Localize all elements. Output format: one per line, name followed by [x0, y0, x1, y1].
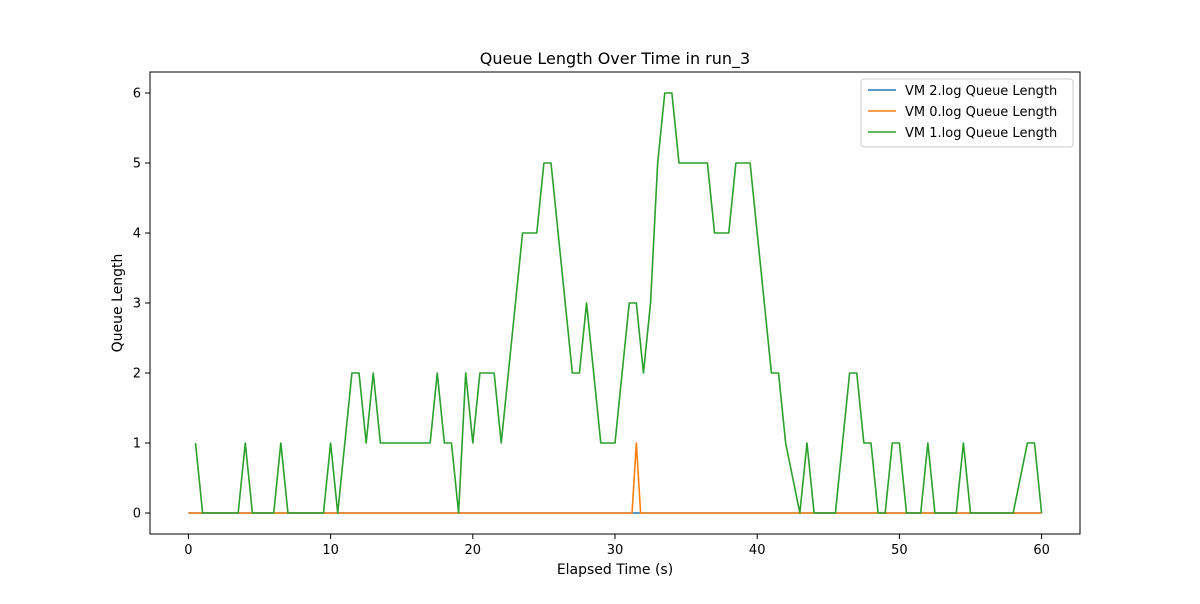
legend-label: VM 2.log Queue Length — [905, 84, 1057, 99]
x-tick-label: 50 — [891, 543, 908, 558]
x-tick-label: 0 — [184, 543, 192, 558]
x-tick-label: 10 — [322, 543, 339, 558]
y-tick-label: 6 — [133, 87, 141, 102]
legend-label: VM 1.log Queue Length — [905, 126, 1057, 141]
x-tick-label: 20 — [465, 543, 482, 558]
y-tick-label: 0 — [133, 507, 141, 522]
x-axis-label: Elapsed Time (s) — [557, 562, 673, 578]
chart-title: Queue Length Over Time in run_3 — [480, 49, 750, 69]
legend-box — [860, 78, 1074, 148]
plot-lines — [188, 92, 1043, 514]
series-line-3 — [194, 92, 1043, 514]
series-line-2 — [188, 442, 1042, 514]
legend-label: VM 0.log Queue Length — [905, 105, 1057, 120]
y-tick-label: 1 — [133, 437, 141, 452]
x-tick-label: 30 — [607, 543, 624, 558]
y-tick-label: 3 — [133, 297, 141, 312]
legend: VM 2.log Queue Length VM 0.log Queue Leng… — [860, 78, 1074, 148]
y-axis: 0 1 2 3 4 5 6 — [133, 87, 150, 522]
y-axis-label: Queue Length — [110, 254, 126, 353]
y-tick-label: 2 — [133, 367, 141, 382]
x-tick-label: 60 — [1033, 543, 1050, 558]
x-axis: 0 10 20 30 40 50 60 — [184, 534, 1050, 558]
x-tick-label: 40 — [749, 543, 766, 558]
y-tick-label: 5 — [133, 157, 141, 172]
y-tick-label: 4 — [133, 227, 141, 242]
